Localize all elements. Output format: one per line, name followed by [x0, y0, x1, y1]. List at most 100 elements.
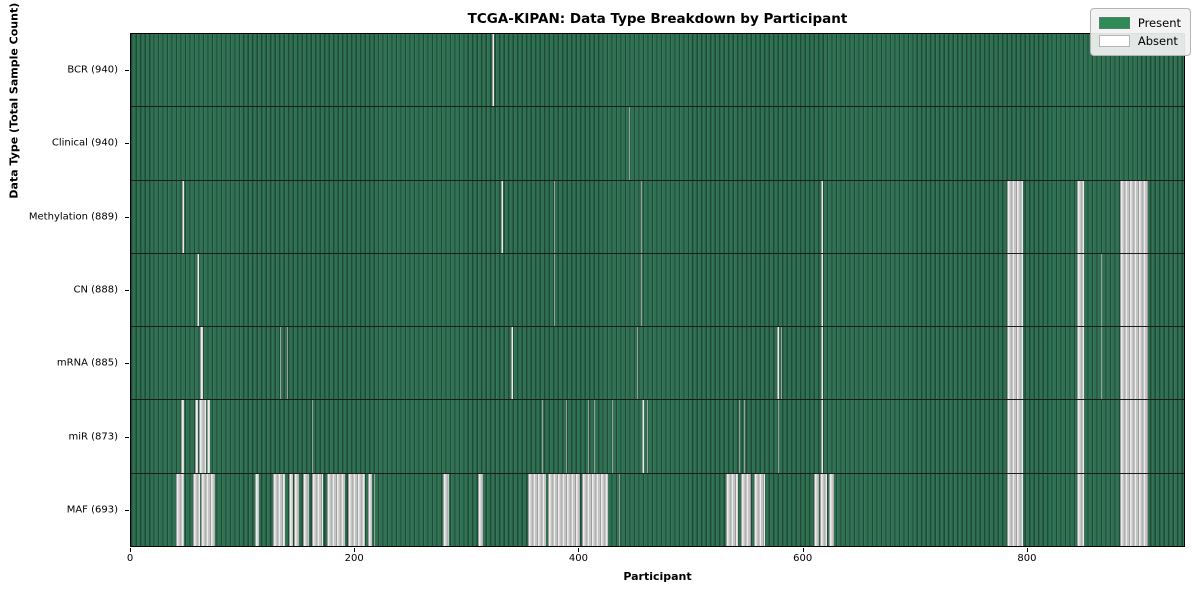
absent-block	[1076, 400, 1085, 473]
x-tick-mark	[578, 548, 580, 552]
absent-block	[636, 327, 638, 400]
row-cn	[131, 252, 1184, 327]
absent-block	[776, 327, 779, 400]
absent-block	[1007, 253, 1023, 327]
absent-block	[641, 180, 643, 253]
x-tick-mark	[354, 548, 356, 552]
absent-block	[821, 327, 823, 400]
absent-block	[175, 473, 184, 546]
absent-block	[820, 473, 828, 546]
absent-block	[477, 473, 484, 546]
absent-block	[528, 473, 547, 546]
x-tick-label: 800	[1017, 553, 1037, 564]
absent-block	[197, 253, 200, 327]
y-tick-label: Clinical (940)	[51, 137, 118, 149]
x-tick-mark	[802, 548, 804, 552]
absent-block	[1120, 253, 1149, 327]
absent-block	[738, 400, 740, 473]
absent-block	[594, 400, 596, 473]
chart-title: TCGA-KIPAN: Data Type Breakdown by Parti…	[467, 11, 848, 27]
y-tick-label: Methylation (889)	[28, 211, 118, 223]
absent-block	[1120, 180, 1149, 253]
row-mrna	[131, 326, 1184, 400]
x-tick-label: 400	[568, 553, 588, 564]
absent-block	[553, 253, 556, 327]
y-tick-label: CN (888)	[73, 284, 118, 296]
x-tick-mark	[1026, 548, 1028, 552]
absent-block	[192, 473, 201, 546]
absent-block	[628, 107, 631, 180]
y-tick-label: MAF (693)	[66, 504, 118, 516]
absent-block	[1120, 327, 1149, 400]
absent-block	[821, 400, 823, 473]
absent-block	[501, 180, 503, 253]
absent-block	[612, 400, 614, 473]
absent-block	[326, 473, 345, 546]
absent-block	[1007, 400, 1023, 473]
absent-block	[348, 473, 365, 546]
absent-block	[194, 400, 199, 473]
absent-block	[312, 400, 314, 473]
y-tick-label: miR (873)	[68, 431, 118, 443]
absent-block	[312, 473, 324, 546]
legend-item: Present	[1098, 14, 1181, 32]
x-tick-label: 0	[126, 553, 134, 564]
absent-block	[744, 400, 746, 473]
absent-block	[642, 400, 644, 473]
absent-block	[1007, 327, 1023, 400]
y-axis-title: Data Type (Total Sample Count)	[7, 2, 21, 199]
y-tick-mark	[125, 363, 129, 365]
x-tick-label: 200	[344, 553, 364, 564]
legend-label: Present	[1137, 16, 1181, 30]
row-methylation	[131, 179, 1184, 253]
absent-block	[541, 400, 543, 473]
row-maf	[131, 472, 1184, 546]
absent-block	[294, 473, 299, 546]
absent-block	[511, 327, 513, 400]
absent-block	[443, 473, 449, 546]
absent-block	[273, 473, 286, 546]
absent-block	[566, 400, 568, 473]
absent-block	[813, 473, 820, 546]
y-tick-mark	[125, 69, 129, 71]
absent-block	[726, 473, 738, 546]
absent-block	[207, 400, 211, 473]
absent-block	[181, 400, 184, 473]
absent-block	[1101, 253, 1103, 327]
absent-block	[1120, 400, 1149, 473]
absent-block	[279, 327, 281, 400]
absent-block	[492, 34, 494, 107]
legend-swatch-absent	[1098, 35, 1130, 47]
absent-block	[754, 473, 766, 546]
absent-block	[288, 473, 294, 546]
absent-block	[1007, 180, 1023, 253]
absent-block	[1076, 253, 1085, 327]
absent-block	[1076, 180, 1085, 253]
y-tick-mark	[125, 436, 129, 438]
row-clinical	[131, 106, 1184, 180]
legend: Present Absent	[1089, 8, 1191, 56]
y-tick-mark	[125, 216, 129, 218]
absent-block	[548, 473, 580, 546]
y-tick-label: BCR (940)	[67, 64, 118, 76]
row-mir	[131, 399, 1184, 473]
absent-block	[618, 473, 620, 546]
absent-block	[777, 400, 779, 473]
plot-area	[130, 33, 1185, 547]
absent-block	[553, 180, 556, 253]
absent-block	[646, 400, 648, 473]
x-axis-title: Participant	[623, 570, 692, 583]
legend-label: Absent	[1137, 34, 1178, 48]
absent-block	[641, 253, 643, 327]
absent-block	[781, 327, 783, 400]
row-bcr	[131, 34, 1184, 107]
y-tick-mark	[125, 143, 129, 145]
absent-block	[200, 327, 203, 400]
absent-block	[1076, 473, 1085, 546]
y-tick-mark	[125, 290, 129, 291]
absent-block	[373, 473, 375, 546]
absent-block	[1076, 327, 1085, 400]
absent-block	[829, 473, 834, 546]
absent-block	[581, 473, 608, 546]
